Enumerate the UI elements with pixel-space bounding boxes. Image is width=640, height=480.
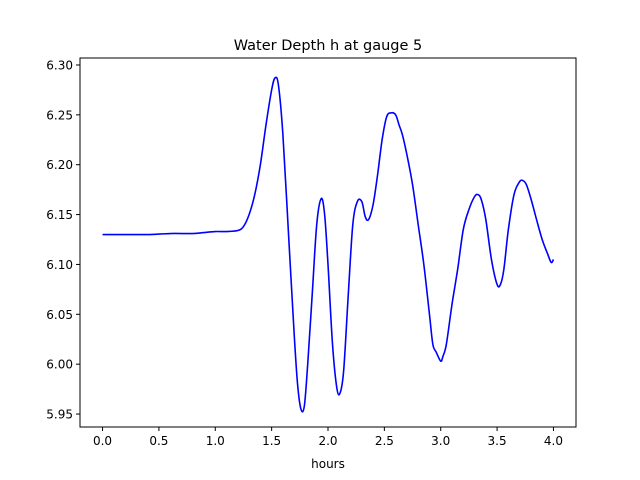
x-tick-label: 0.5 [149,434,168,448]
y-tick-label: 6.25 [46,108,73,122]
plot-frame [79,57,577,428]
y-tick-label: 6.20 [46,158,73,172]
x-tick-label: 3.5 [488,434,507,448]
y-tick-label: 6.30 [46,58,73,72]
x-tick-label: 1.0 [206,434,225,448]
y-axis-ticks: 5.95 6.00 6.05 6.10 6.15 6.20 6.25 6.30 [46,58,80,422]
x-tick-label: 0.0 [93,434,112,448]
x-axis-ticks: 0.0 0.5 1.0 1.5 2.0 2.5 3.0 3.5 4.0 [93,427,563,448]
series-layer [102,76,555,413]
y-tick-label: 6.10 [46,258,73,272]
y-tick-label: 6.00 [46,358,73,372]
y-tick-label: 6.15 [46,208,73,222]
water-depth-line [102,76,555,413]
y-tick-label: 5.95 [46,408,73,422]
x-axis-label: hours [311,457,345,471]
x-tick-label: 2.0 [318,434,337,448]
x-tick-label: 2.5 [375,434,394,448]
x-tick-label: 4.0 [544,434,563,448]
x-tick-label: 3.0 [431,434,450,448]
chart-title: Water Depth h at gauge 5 [234,38,422,54]
x-tick-label: 1.5 [262,434,281,448]
y-tick-label: 6.05 [46,308,73,322]
